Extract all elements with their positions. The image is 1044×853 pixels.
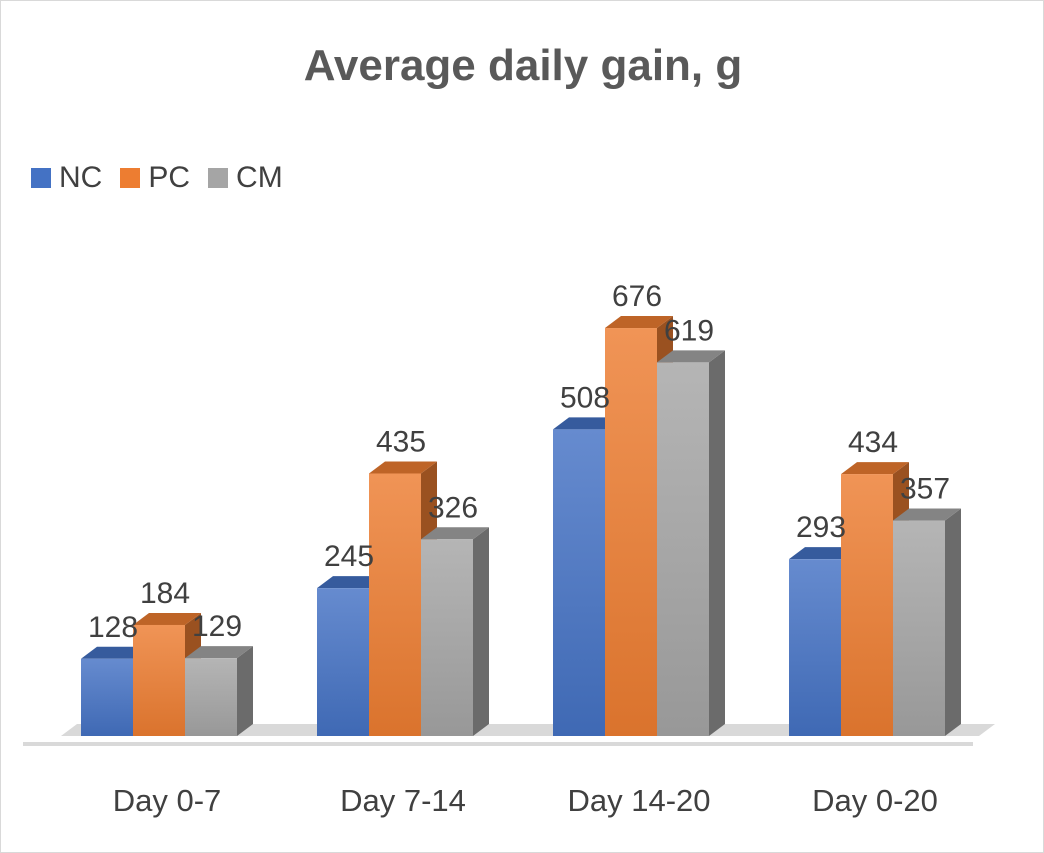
data-label-nc-1: 245 — [324, 540, 374, 573]
data-label-pc-2: 676 — [612, 280, 662, 313]
legend-item-cm: CM — [208, 161, 283, 195]
data-label-pc-3: 434 — [848, 426, 898, 459]
data-label-nc-0: 128 — [88, 611, 138, 644]
data-label-cm-1: 326 — [428, 491, 478, 524]
legend-swatch-cm — [208, 168, 229, 188]
category-label-2: Day 14-20 — [567, 783, 710, 818]
x-axis-line — [23, 742, 973, 746]
legend-label-pc: PC — [148, 161, 191, 194]
category-label-3: Day 0-20 — [812, 783, 938, 818]
data-label-nc-2: 508 — [560, 381, 610, 414]
data-label-cm-0: 129 — [192, 610, 242, 643]
legend-item-pc: PC — [120, 161, 190, 195]
bar-cm-1 — [421, 527, 489, 736]
chart-legend: NC PC CM — [31, 161, 301, 195]
data-label-cm-3: 357 — [900, 473, 950, 506]
chart-title: Average daily gain, g — [303, 41, 743, 90]
legend-label-cm: CM — [236, 161, 283, 194]
bar-cm-3 — [893, 508, 961, 736]
chart-floor — [61, 724, 995, 736]
legend-swatch-nc — [31, 168, 51, 188]
data-label-cm-2: 619 — [664, 314, 714, 347]
data-label-nc-3: 293 — [796, 511, 846, 544]
legend-swatch-pc — [120, 168, 141, 188]
category-label-1: Day 7-14 — [340, 783, 466, 818]
legend-item-nc: NC — [31, 161, 102, 195]
bar-cm-0 — [185, 646, 253, 736]
data-label-pc-1: 435 — [376, 425, 426, 458]
category-label-0: Day 0-7 — [113, 783, 222, 818]
legend-label-nc: NC — [59, 161, 103, 194]
bar-cm-2 — [657, 350, 725, 736]
data-label-pc-0: 184 — [140, 577, 190, 610]
